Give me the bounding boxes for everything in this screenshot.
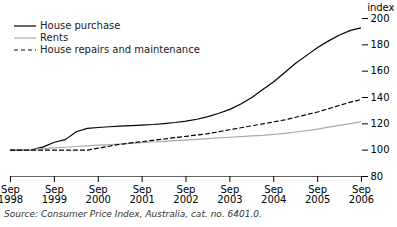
svg-text:Sep1998: Sep1998 [0,184,23,205]
svg-text:140: 140 [371,92,390,103]
svg-text:200: 200 [371,13,390,24]
svg-text:120: 120 [371,118,390,129]
svg-text:index: index [367,2,394,13]
svg-text:Sep2002: Sep2002 [173,184,198,205]
svg-text:180: 180 [371,39,390,50]
html-text:Source: Consumer Price Index,: Source: Consumer Price Index, Australia,… [4,209,262,219]
svg-text:Sep2005: Sep2005 [305,184,330,205]
svg-text:Sep2004: Sep2004 [261,184,286,205]
svg-text:160: 160 [371,65,390,76]
svg-text:Sep2006: Sep2006 [349,184,374,205]
svg-text:80: 80 [371,171,384,182]
svg-text:Sep2003: Sep2003 [217,184,242,205]
html-text:House repairs and maintenance: House repairs and maintenance [40,44,200,55]
svg-text:Sep1999: Sep1999 [42,184,67,205]
html-text:Rents: Rents [40,32,69,43]
html-text:House purchase: House purchase [40,20,121,31]
svg-text:Sep2000: Sep2000 [86,184,111,205]
svg-text:100: 100 [371,144,390,155]
svg-text:Sep2001: Sep2001 [129,184,154,205]
